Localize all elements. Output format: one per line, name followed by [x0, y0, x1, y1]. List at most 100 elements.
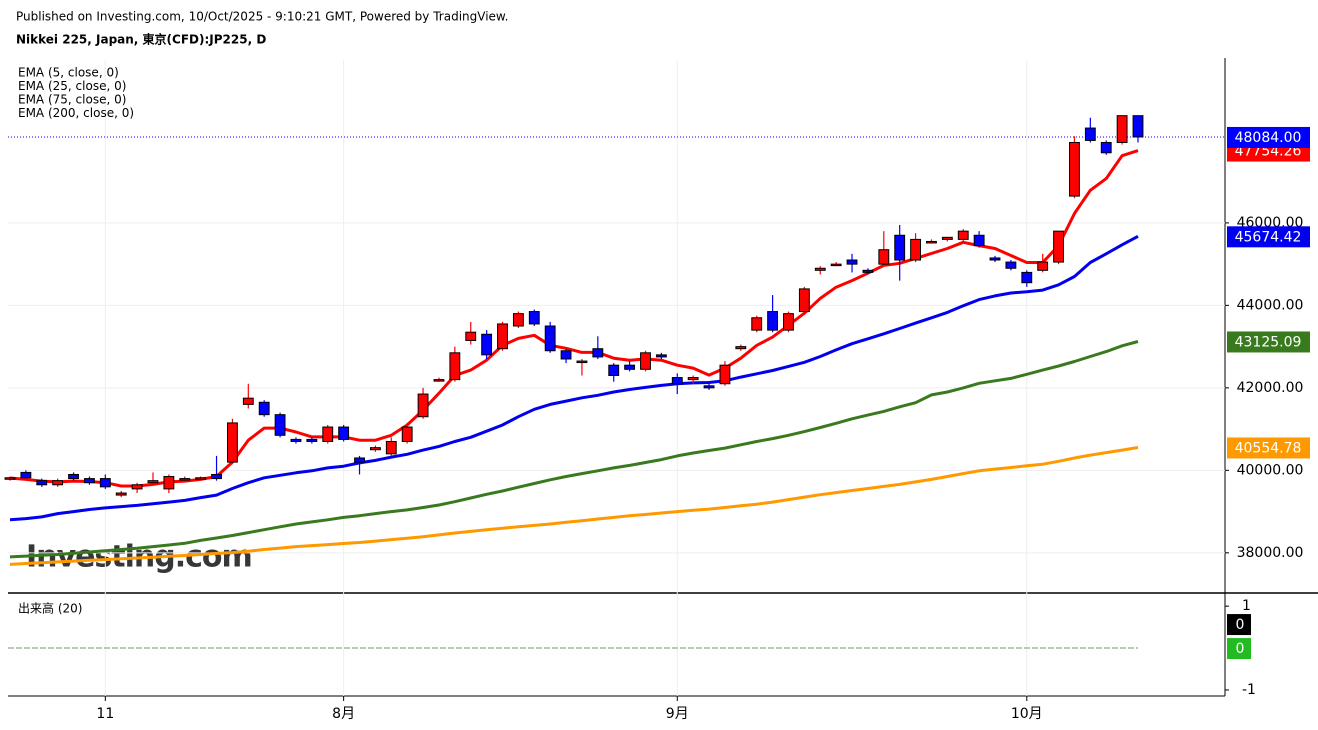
candle-body — [163, 476, 175, 490]
candle-body — [417, 393, 429, 418]
candle-body — [258, 401, 270, 416]
candle-body — [4, 477, 16, 480]
ema-line — [9, 149, 1139, 488]
candle-body — [401, 426, 413, 442]
price-tag — [1227, 126, 1310, 148]
candle-body — [385, 440, 397, 455]
x-tick-label: 10月 — [1011, 706, 1043, 722]
price-tag-label: 40554.78 — [1235, 440, 1302, 456]
candle-body — [211, 473, 222, 480]
candle-body — [719, 364, 731, 385]
candle-body — [115, 492, 127, 496]
price-tag — [1227, 331, 1310, 353]
candle-body — [560, 350, 572, 360]
candle-body — [544, 325, 556, 352]
published-note: Published on Investing.com, 10/Oct/2025 … — [16, 10, 508, 24]
candle-body — [1069, 141, 1080, 197]
volume-tag — [1227, 638, 1251, 660]
candle-body — [226, 422, 238, 463]
price-tag — [1227, 437, 1310, 459]
candle-body — [131, 484, 143, 490]
candle-body — [878, 249, 890, 265]
x-tick-label: 11 — [96, 706, 114, 722]
candle-body — [338, 426, 350, 440]
candle-body — [20, 471, 32, 479]
candle-body — [512, 313, 524, 327]
candle-body — [52, 480, 64, 486]
candle-body — [751, 317, 763, 331]
candle-body — [465, 331, 477, 341]
candle-body — [147, 480, 159, 484]
candle-body — [910, 238, 922, 261]
candle-body — [608, 364, 620, 376]
candle-body — [783, 313, 794, 331]
volume-tag-label: 0 — [1236, 617, 1245, 633]
candle-body — [36, 480, 48, 486]
legend-entry: EMA (75, close, 0) — [18, 93, 126, 107]
price-tag-label: 43125.09 — [1235, 334, 1302, 350]
ema-lines — [9, 149, 1139, 566]
candle-body — [195, 477, 207, 480]
grid — [8, 60, 1225, 696]
y-tick-label: 38000.00 — [1237, 545, 1304, 561]
legend-entry: EMA (25, close, 0) — [18, 79, 126, 93]
x-tick-label: 8月 — [332, 706, 355, 722]
candle-body — [1116, 115, 1128, 143]
candle-body — [481, 333, 493, 356]
candle-body — [306, 438, 318, 442]
candle-body — [687, 377, 699, 381]
legend-entry: EMA (200, close, 0) — [18, 106, 134, 120]
y-tick-label: 40000.00 — [1237, 462, 1304, 478]
volume-title: 出来高 (20) — [18, 601, 82, 616]
candle-body — [1084, 127, 1096, 141]
candle-body — [926, 240, 937, 244]
candle-body — [369, 447, 381, 451]
x-tick-label: 9月 — [666, 706, 689, 722]
price-tag-label: 45674.42 — [1235, 229, 1302, 245]
candle-body — [624, 364, 636, 370]
candle-body — [640, 352, 651, 370]
candle-body — [798, 288, 810, 313]
ema-line — [9, 446, 1139, 566]
candle-body — [941, 236, 953, 240]
candle-body — [449, 352, 461, 381]
candle-body — [274, 414, 286, 436]
candle-body — [830, 263, 842, 267]
candle-body — [767, 311, 779, 331]
volume-tag — [1227, 614, 1251, 636]
candle-body — [592, 348, 604, 358]
ema-line — [9, 234, 1139, 522]
candle-body — [1100, 141, 1112, 154]
candle-body — [957, 230, 969, 240]
candle-body — [576, 360, 588, 364]
candle-body — [846, 259, 858, 265]
volume-tick-label: 1 — [1242, 598, 1251, 614]
candle-body — [973, 234, 985, 247]
candle-body — [1021, 271, 1033, 284]
candle-body — [862, 269, 874, 273]
candle-body — [814, 267, 826, 271]
candle-body — [179, 478, 191, 481]
candle-body — [989, 257, 1001, 261]
legend-entry: EMA (5, close, 0) — [18, 66, 119, 80]
candle-body — [703, 385, 715, 389]
candle-body — [1005, 261, 1017, 269]
candle-body — [242, 397, 254, 405]
y-tick-label: 44000.00 — [1237, 297, 1304, 313]
candle-body — [290, 438, 302, 442]
price-tag-label: 48084.00 — [1235, 130, 1302, 146]
volume-tag-label: 0 — [1236, 641, 1245, 657]
candle-body — [322, 426, 334, 442]
price-tag — [1227, 226, 1310, 248]
ema-line — [9, 340, 1139, 559]
candle-body — [1132, 115, 1144, 138]
y-tick-label: 42000.00 — [1237, 380, 1304, 396]
volume-tick-label: -1 — [1242, 682, 1256, 698]
candle-body — [1037, 261, 1049, 271]
candle-body — [735, 346, 747, 350]
candle-body — [433, 379, 445, 382]
candle-body — [84, 478, 95, 484]
candle-body — [497, 323, 508, 350]
